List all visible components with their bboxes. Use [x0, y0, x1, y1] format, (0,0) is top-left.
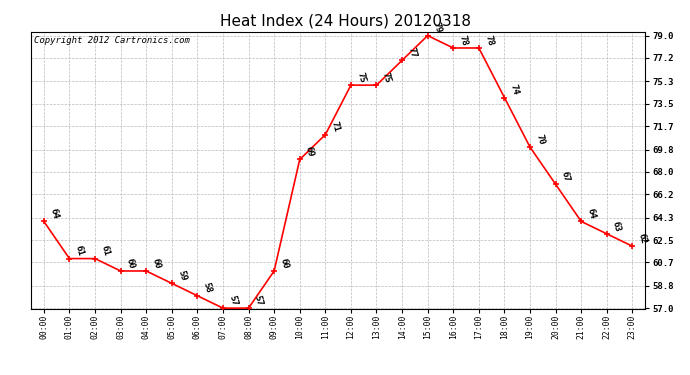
Text: 78: 78	[483, 34, 495, 46]
Text: 60: 60	[278, 257, 290, 270]
Text: 58: 58	[201, 282, 213, 294]
Text: 75: 75	[355, 71, 366, 84]
Text: 59: 59	[176, 269, 188, 282]
Text: 69: 69	[304, 146, 315, 158]
Text: 57: 57	[253, 294, 264, 307]
Text: 57: 57	[227, 294, 239, 307]
Text: 61: 61	[74, 244, 85, 257]
Text: 75: 75	[381, 71, 392, 84]
Text: 74: 74	[509, 83, 520, 96]
Text: 60: 60	[150, 257, 162, 270]
Text: 71: 71	[329, 121, 341, 133]
Text: Copyright 2012 Cartronics.com: Copyright 2012 Cartronics.com	[34, 36, 190, 45]
Text: 60: 60	[125, 257, 136, 270]
Text: 63: 63	[611, 220, 622, 232]
Text: 78: 78	[457, 34, 469, 46]
Text: 79: 79	[432, 21, 443, 34]
Text: 77: 77	[406, 46, 417, 59]
Text: 64: 64	[585, 207, 597, 220]
Text: 67: 67	[560, 170, 571, 183]
Text: Heat Index (24 Hours) 20120318: Heat Index (24 Hours) 20120318	[219, 13, 471, 28]
Text: 70: 70	[534, 133, 546, 146]
Text: 61: 61	[99, 244, 110, 257]
Text: 62: 62	[636, 232, 648, 245]
Text: 64: 64	[48, 207, 59, 220]
